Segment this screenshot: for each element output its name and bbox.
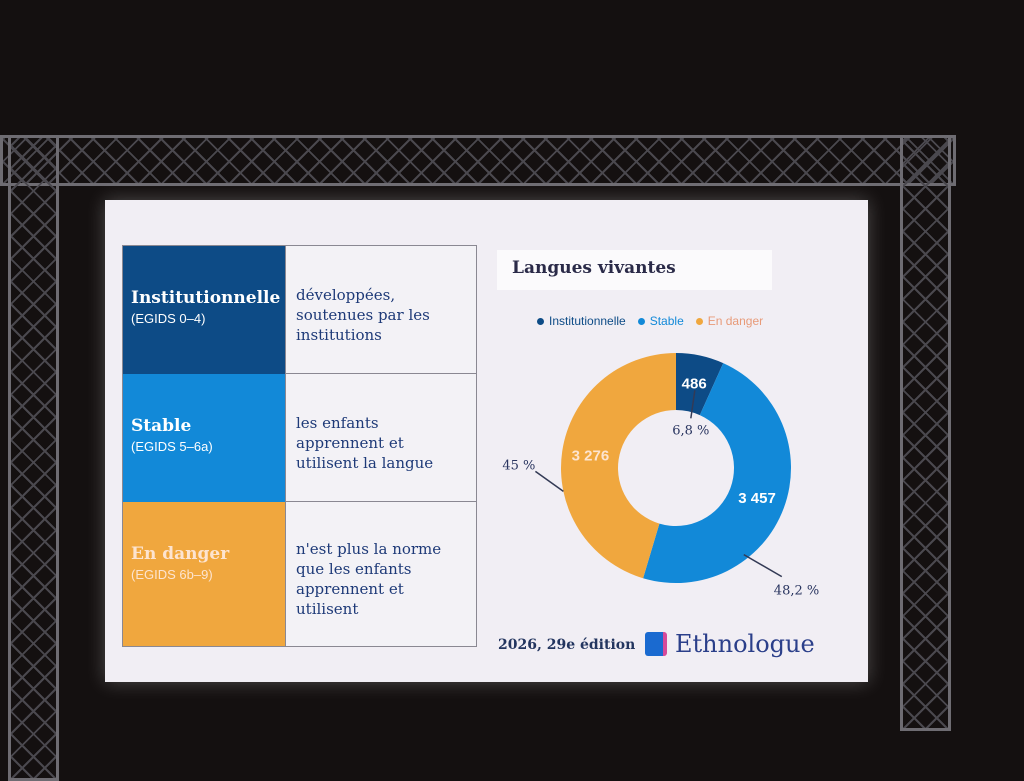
category-label: En danger bbox=[131, 544, 230, 564]
value-label: 3 276 bbox=[572, 447, 610, 464]
presentation-slide: Institutionnelle (EGIDS 0–4) développées,… bbox=[105, 200, 868, 682]
legend-dot bbox=[637, 317, 645, 325]
legend-dot bbox=[695, 317, 703, 325]
stage-truss-left bbox=[8, 135, 59, 781]
category-label: Stable bbox=[131, 416, 192, 436]
donut-slice-stable bbox=[643, 363, 791, 583]
donut-chart: 486 6,8 % 3 457 48,2 % 3 276 45 % bbox=[502, 353, 819, 599]
category-label: Institutionnelle bbox=[131, 288, 281, 308]
value-label: 486 bbox=[682, 375, 707, 392]
category-institutionnelle: Institutionnelle (EGIDS 0–4) bbox=[123, 246, 285, 374]
category-range: (EGIDS 0–4) bbox=[131, 311, 206, 326]
edition-label: 2026, 29e édition bbox=[498, 637, 636, 653]
ethnologue-brand: Ethnologue bbox=[645, 630, 815, 658]
category-range: (EGIDS 6b–9) bbox=[131, 567, 213, 582]
brand-name: Ethnologue bbox=[675, 630, 815, 658]
chart-title: Langues vivantes bbox=[497, 250, 772, 290]
legend-label: Stable bbox=[649, 314, 684, 328]
ethnologue-logo-icon bbox=[645, 632, 667, 656]
legend-label: Institutionnelle bbox=[549, 314, 626, 328]
legend-label: En danger bbox=[707, 314, 764, 328]
description-en-danger: n'est plus la norme que les enfants appr… bbox=[285, 502, 476, 646]
stage-truss-top bbox=[0, 135, 956, 186]
percent-label: 6,8 % bbox=[672, 423, 709, 438]
category-stable: Stable (EGIDS 5–6a) bbox=[123, 374, 285, 502]
value-label: 3 457 bbox=[738, 490, 776, 507]
category-en-danger: En danger (EGIDS 6b–9) bbox=[123, 502, 285, 646]
description-institutionnelle: développées, soutenues par les instituti… bbox=[285, 246, 476, 374]
percent-label: 45 % bbox=[502, 458, 535, 473]
leader-line bbox=[690, 390, 696, 419]
legend-item: Institutionnelle bbox=[537, 314, 626, 328]
egids-table: Institutionnelle (EGIDS 0–4) développées,… bbox=[122, 245, 477, 647]
percent-label: 48,2 % bbox=[774, 584, 819, 599]
legend-dot bbox=[537, 317, 544, 325]
donut-slice-en-danger bbox=[561, 353, 676, 579]
leader-line bbox=[743, 553, 783, 578]
stage-truss-right bbox=[900, 135, 951, 731]
description-stable: les enfants apprennent et utilisent la l… bbox=[285, 374, 476, 502]
donut-slice-institutionnelle bbox=[676, 353, 724, 416]
chart-legend: Institutionnelle Stable En danger bbox=[537, 314, 763, 328]
legend-item: En danger bbox=[695, 314, 764, 328]
category-range: (EGIDS 5–6a) bbox=[131, 439, 213, 454]
legend-item: Stable bbox=[637, 314, 684, 328]
leader-line bbox=[534, 470, 564, 493]
